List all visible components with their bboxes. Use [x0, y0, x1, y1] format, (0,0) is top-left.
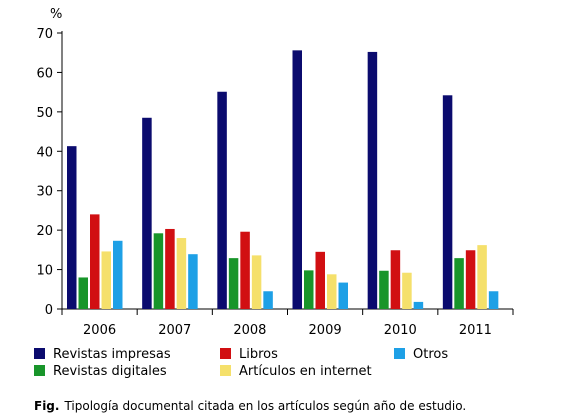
bar-2011-series-1 [454, 258, 464, 309]
legend-label: Revistas digitales [53, 364, 167, 379]
legend-swatch [34, 365, 45, 376]
x-tick-label: 2010 [384, 323, 417, 338]
bar-2010-series-1 [379, 270, 389, 309]
x-tick-label: 2008 [233, 323, 266, 338]
bar-2011-series-3 [477, 245, 487, 309]
legend-label: Artículos en internet [239, 364, 372, 379]
x-tick-label: 2009 [309, 323, 342, 338]
bar-2008-series-3 [251, 255, 262, 309]
bar-2007-series-2 [165, 228, 175, 309]
legend-swatch [220, 348, 231, 359]
legend-swatch [220, 365, 231, 376]
bar-2006-series-1 [78, 277, 88, 309]
bar-2009-series-0 [292, 50, 302, 309]
bar-2009-series-2 [315, 251, 325, 309]
legend-label: Libros [239, 347, 278, 362]
y-tick-label: 60 [36, 66, 53, 81]
x-tick-label: 2006 [83, 323, 116, 338]
bar-2008-series-0 [217, 91, 227, 310]
bar-2006-series-4 [113, 240, 123, 309]
legend-item-libros: Libros [220, 346, 278, 363]
y-tick-label: 40 [36, 145, 53, 160]
bar-2010-series-2 [390, 250, 401, 309]
y-axis: 0 10 20 30 40 50 60 70 [36, 27, 63, 318]
bar-2006-series-2 [90, 214, 100, 309]
bar-2010-series-0 [367, 51, 378, 309]
bar-2009-series-1 [304, 270, 314, 309]
legend-label: Revistas impresas [53, 347, 171, 362]
figure-caption: Fig. Tipología documental citada en los a… [34, 399, 466, 413]
bar-2006-series-3 [101, 251, 111, 309]
bar-2011-series-4 [488, 291, 499, 309]
x-tick-label: 2011 [459, 323, 492, 338]
bar-2006-series-0 [67, 146, 77, 309]
bar-2011-series-2 [465, 250, 476, 309]
bar-2007-series-0 [142, 117, 152, 310]
bar-2010-series-4 [413, 301, 424, 309]
bar-2008-series-2 [240, 231, 250, 309]
legend-item-revistas-impresas: Revistas impresas [34, 346, 171, 363]
legend-item-revistas-digitales: Revistas digitales [34, 363, 167, 380]
legend-label: Otros [413, 347, 449, 362]
bar-2011-series-0 [442, 95, 453, 309]
y-axis-unit-label: % [50, 7, 62, 22]
bar-2008-series-1 [228, 258, 239, 309]
x-tick-label: 2007 [158, 323, 191, 338]
caption-label: Fig. [34, 399, 60, 413]
y-tick-label: 70 [36, 27, 53, 42]
y-tick-label: 0 [45, 303, 53, 318]
y-tick-label: 50 [36, 106, 53, 121]
y-tick-label: 30 [36, 185, 53, 200]
bar-2007-series-1 [153, 233, 164, 309]
bar-2007-series-4 [188, 254, 198, 309]
x-axis: 2006 2007 2008 2009 2010 2011 [61, 308, 514, 338]
bar-2008-series-4 [263, 291, 273, 309]
legend-item-articulos-en-internet: Artículos en internet [220, 363, 372, 380]
caption-text: Tipología documental citada en los artíc… [64, 399, 467, 413]
y-tick-label: 20 [36, 224, 53, 239]
bar-2009-series-4 [338, 282, 348, 309]
bar-2007-series-3 [176, 238, 187, 309]
bar-2010-series-3 [402, 272, 412, 309]
legend-swatch [394, 348, 405, 359]
y-tick-label: 10 [36, 264, 53, 279]
bars [67, 50, 499, 310]
legend-item-otros: Otros [394, 346, 448, 363]
legend-swatch [34, 348, 45, 359]
bar-2009-series-3 [327, 274, 337, 309]
